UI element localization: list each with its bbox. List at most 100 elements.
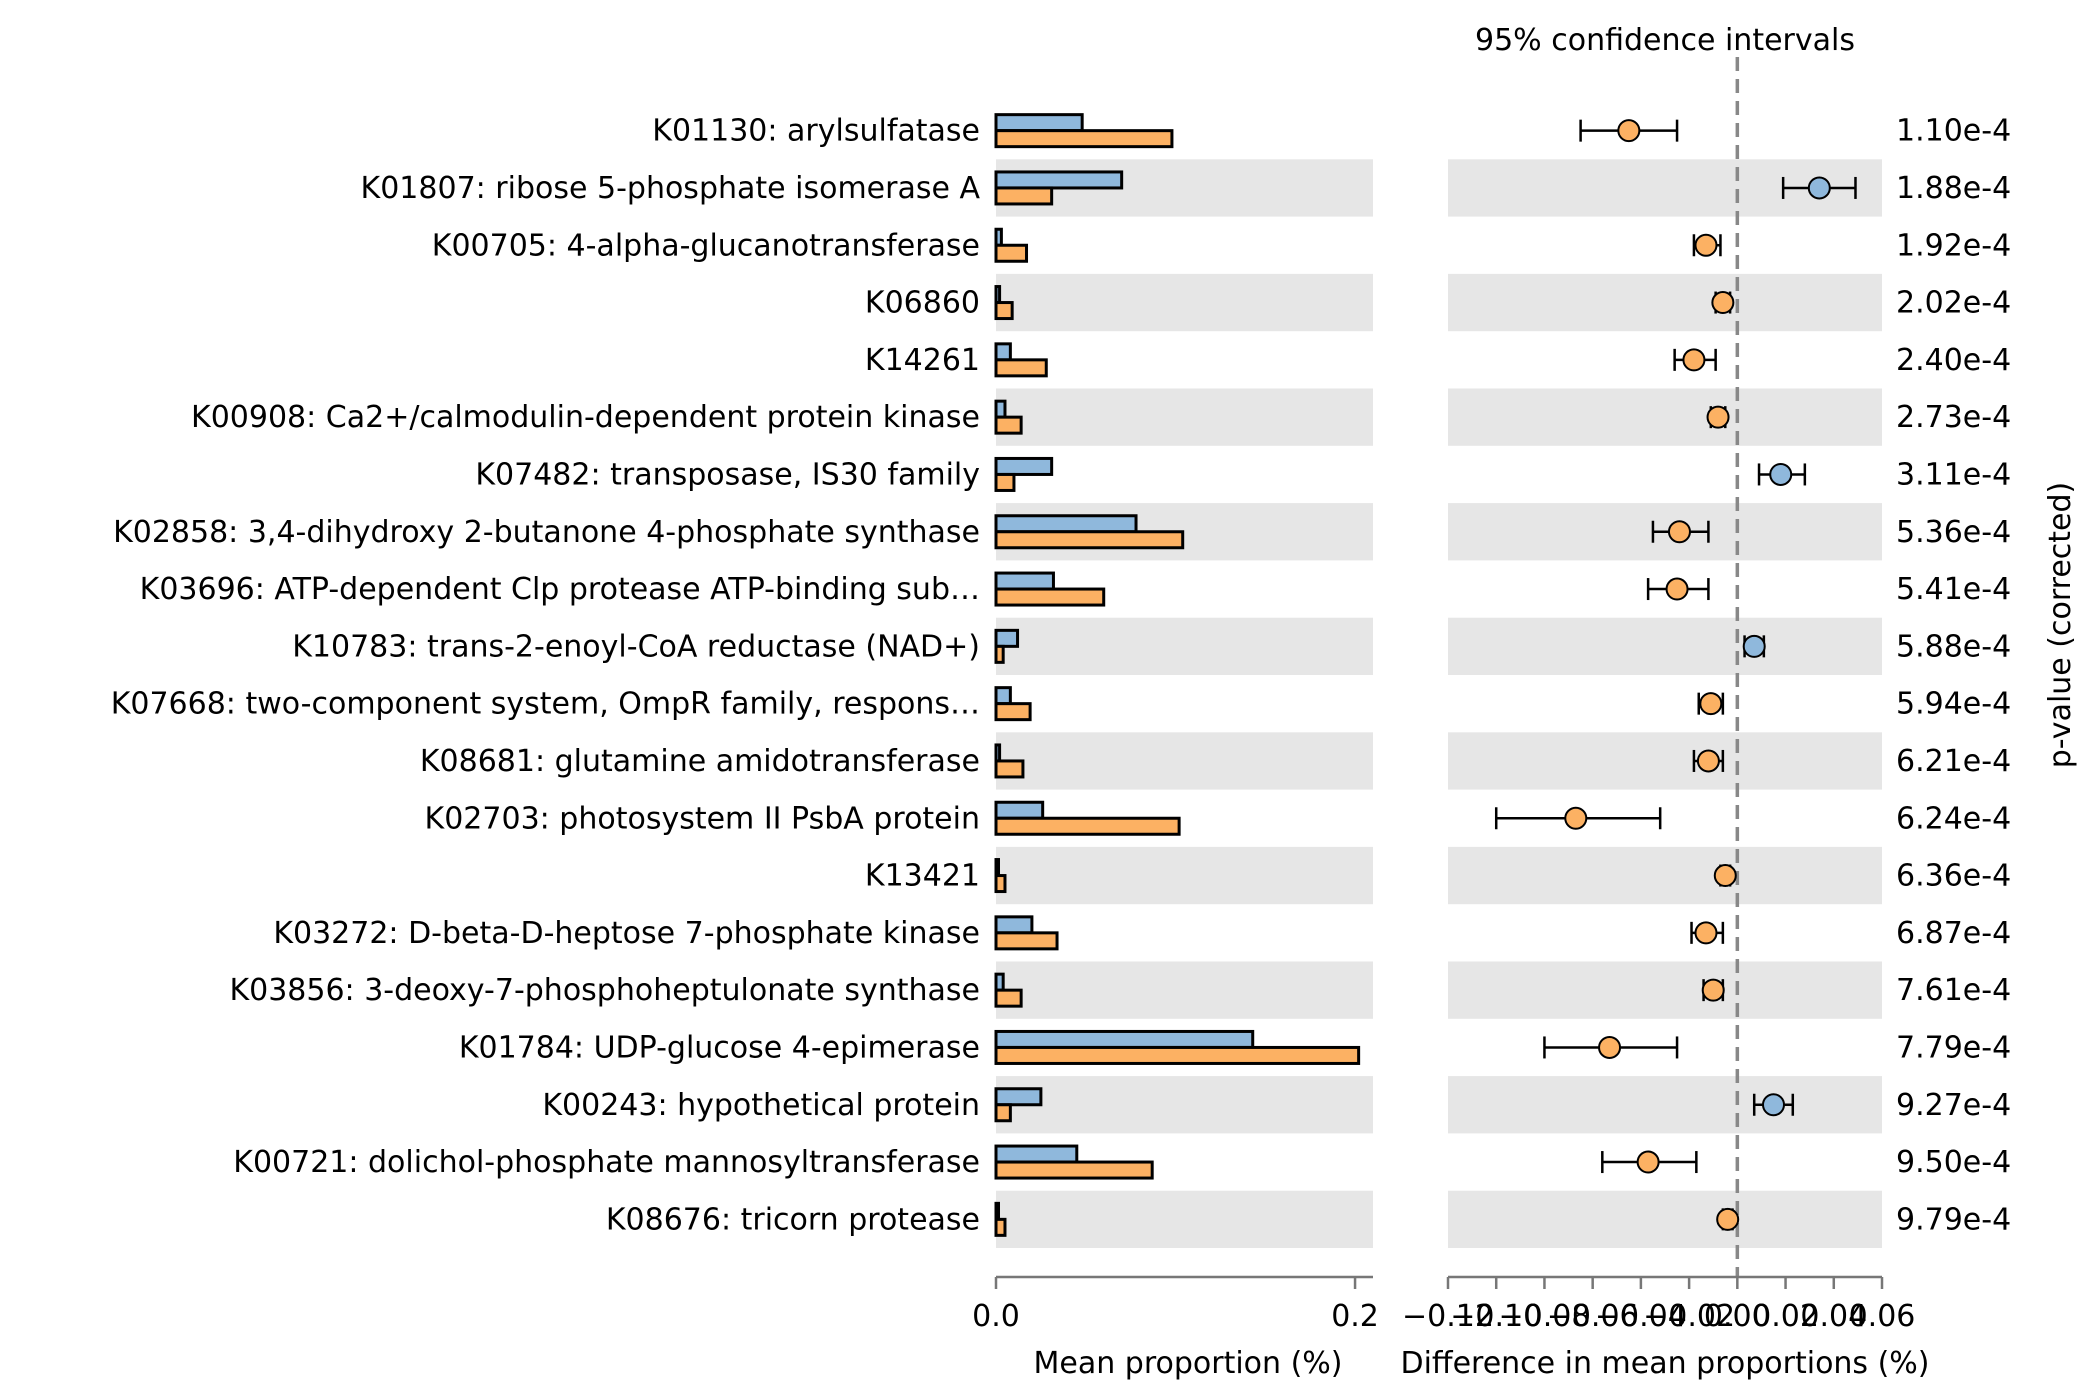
right-row-stripe [1448,846,1882,905]
p-value-label: 2.73e-4 [1896,400,2011,435]
bar-group2 [994,988,1023,1008]
p-value-label: 1.10e-4 [1896,114,2011,149]
p-value-label: 6.36e-4 [1896,859,2011,894]
p-value-label: 2.40e-4 [1896,343,2011,378]
ci-mean-point [1665,577,1689,601]
bar-group1 [994,456,1054,476]
feature-label: K02703: photosystem II PsbA protein [425,801,980,836]
bar-group2 [994,129,1174,149]
ci-mean-point [1694,233,1718,257]
ci-mean-point [1598,1035,1622,1059]
bar-group1 [994,170,1124,190]
p-value-label: 6.87e-4 [1896,916,2011,951]
right-row-stripe [1448,1190,1882,1248]
p-value-labels: 1.10e-4 1.88e-4 1.92e-4 2.02e-4 2.40e-4 2.73e… [1896,114,2011,1238]
bar-group2 [994,931,1059,951]
bar-group1 [994,1201,1000,1221]
bar-group1 [994,686,1012,706]
bar-group2 [994,1103,1012,1123]
ci-mean-point [1636,1150,1660,1174]
confidence-interval-markers [1494,119,1857,1231]
ci-mean-point [1667,520,1691,544]
right-x-tick-label: 0.00 [1704,1299,1771,1334]
p-value-label: 1.88e-4 [1896,171,2011,206]
row-stripes [996,159,1882,1248]
feature-label: K01784: UDP-glucose 4-epimerase [459,1030,980,1065]
right-x-tick-label: −0.06 [1547,1299,1639,1334]
ci-mean-point [1701,978,1725,1002]
bar-group1 [994,399,1007,419]
bar-group1 [994,743,1002,763]
ci-mean-point [1716,1207,1740,1231]
right-x-axis-label: Difference in mean proportions (%) [1400,1346,1929,1381]
bar-group1 [994,628,1020,648]
bar-group2 [994,702,1032,722]
bar-group2 [994,472,1016,492]
bar-group1 [994,514,1138,534]
feature-label: K08676: tricorn protease [606,1202,980,1237]
bar-group2 [994,1045,1361,1065]
feature-label: K13421 [865,859,980,894]
right-x-tick-label: −0.02 [1643,1299,1735,1334]
feature-label: K00243: hypothetical protein [542,1088,980,1123]
p-value-label: 5.36e-4 [1896,515,2011,550]
bar-group2 [994,415,1023,435]
ci-mean-point [1694,921,1718,945]
p-value-label: 9.50e-4 [1896,1145,2011,1180]
left-row-stripe [996,388,1373,446]
feature-label: K03696: ATP-dependent Clp protease ATP-b… [140,572,980,607]
right-row-stripe [1448,617,1882,675]
right-row-stripe [1448,732,1882,790]
bar-group2 [994,644,1005,664]
ci-mean-point [1769,462,1793,486]
ci-mean-point [1711,291,1735,315]
chart-title: 95% confidence intervals [1475,23,1855,58]
bar-group1 [994,342,1012,362]
p-value-label: 6.21e-4 [1896,744,2011,779]
feature-label: K07668: two-component system, OmpR famil… [111,687,980,722]
feature-label: K01130: arylsulfatase [652,114,980,149]
ci-mean-point [1696,749,1720,773]
p-value-label: 5.41e-4 [1896,572,2011,607]
left-x-axis-label: Mean proportion (%) [1034,1346,1343,1381]
feature-label: K03856: 3-deoxy-7-phosphoheptulonate syn… [229,973,980,1008]
left-row-stripe [996,1076,1373,1134]
feature-label: K14261 [865,343,980,378]
p-value-label: 6.24e-4 [1896,801,2011,836]
feature-label: K00908: Ca2+/calmodulin-dependent protei… [191,400,980,435]
bar-group1 [994,800,1045,820]
p-value-label: 1.92e-4 [1896,228,2011,263]
ci-mean-point [1706,405,1730,429]
p-value-label: 7.79e-4 [1896,1030,2011,1065]
p-value-label: 7.61e-4 [1896,973,2011,1008]
bar-group2 [994,587,1106,607]
feature-label: K02858: 3,4-dihydroxy 2-butanone 4-phosp… [113,515,980,550]
feature-label: K00721: dolichol-phosphate mannosyltrans… [233,1145,980,1180]
right-row-stripe [1448,1076,1882,1134]
feature-label: K00705: 4-alpha-glucanotransferase [432,228,980,263]
p-value-label: 9.79e-4 [1896,1202,2011,1237]
left-x-tick-label: 0.2 [1331,1299,1379,1334]
feature-label: K08681: glutamine amidotransferase [420,744,980,779]
ci-mean-point [1713,864,1737,888]
right-x-tick-label: 0.02 [1752,1299,1819,1334]
left-row-stripe [996,732,1373,790]
bar-group1 [994,113,1084,133]
ci-mean-point [1807,176,1831,200]
mean-proportion-bars [994,113,1361,1237]
bar-group2 [994,243,1029,263]
feature-labels: K01130: arylsulfatase K01807: ribose 5-ph… [111,114,981,1238]
bar-group2 [994,816,1181,836]
p-value-label: 3.11e-4 [1896,457,2011,492]
p-value-label: 9.27e-4 [1896,1088,2011,1123]
bar-group2 [994,530,1185,550]
bar-group2 [994,301,1014,321]
right-x-tick-label: 0.06 [1849,1299,1916,1334]
p-value-label: 5.88e-4 [1896,629,2011,664]
p-value-label: 5.94e-4 [1896,687,2011,722]
bar-group1 [994,285,1002,305]
right-x-tick-label: −0.12 [1402,1299,1494,1334]
right-row-stripe [1448,388,1882,446]
bar-group1 [994,915,1034,935]
